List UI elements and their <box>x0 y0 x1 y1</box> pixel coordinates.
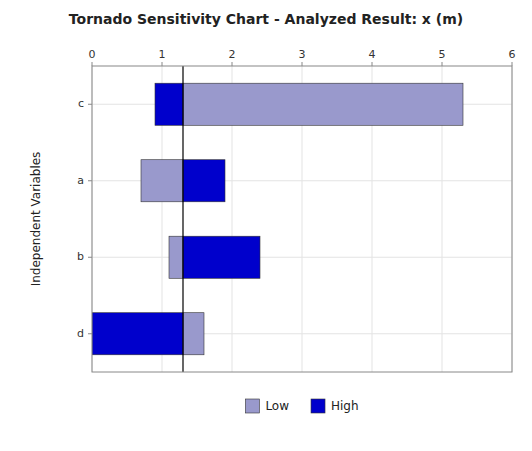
plot-frame <box>92 66 512 372</box>
x-tick-label: 3 <box>299 48 306 61</box>
x-tick <box>302 62 303 66</box>
x-tick <box>372 62 373 66</box>
bar <box>183 236 260 278</box>
y-tick-label: b <box>77 250 84 263</box>
legend-swatch <box>245 399 259 413</box>
x-tick <box>232 62 233 66</box>
y-tick-label: d <box>77 327 84 340</box>
x-tick-label: 2 <box>229 48 236 61</box>
x-tick <box>442 62 443 66</box>
y-tick <box>88 333 92 334</box>
legend-label: High <box>331 399 359 413</box>
title: Tornado Sensitivity Chart - Analyzed Res… <box>69 11 463 27</box>
legend-label: Low <box>265 399 289 413</box>
x-tick-label: 0 <box>89 48 96 61</box>
plot-area <box>92 66 512 372</box>
bars <box>92 66 463 372</box>
y-tick <box>88 104 92 105</box>
bar <box>183 160 225 202</box>
chart-container: Tornado Sensitivity Chart - Analyzed Res… <box>0 0 532 451</box>
y-tick-label: a <box>77 174 84 187</box>
bar <box>183 83 463 125</box>
x-tick-label: 5 <box>439 48 446 61</box>
x-tick-label: 4 <box>369 48 376 61</box>
x-tick-label: 6 <box>509 48 516 61</box>
bar <box>183 313 204 355</box>
x-axis: 0 1 2 3 4 5 6 <box>89 48 516 66</box>
y-grid-line <box>92 257 512 258</box>
grid <box>92 66 512 372</box>
x-tick-label: 1 <box>159 48 166 61</box>
legend: Low High <box>245 399 358 414</box>
x-tick <box>92 62 93 66</box>
bar <box>141 160 183 202</box>
bar <box>169 236 183 278</box>
page: {"chart_data": {"type": "bar", "orientat… <box>0 0 532 451</box>
x-tick <box>512 62 513 66</box>
x-tick <box>162 62 163 66</box>
y-tick-label: c <box>78 97 84 110</box>
baseline <box>182 66 183 372</box>
bar <box>155 83 183 125</box>
y-axis-label: Independent Variables <box>29 152 43 287</box>
legend-swatch <box>311 399 325 413</box>
bar <box>92 313 183 355</box>
y-tick <box>88 257 92 258</box>
y-axis: c a b d <box>77 97 92 340</box>
chart-svg: Tornado Sensitivity Chart - Analyzed Res… <box>0 0 532 451</box>
y-tick <box>88 180 92 181</box>
